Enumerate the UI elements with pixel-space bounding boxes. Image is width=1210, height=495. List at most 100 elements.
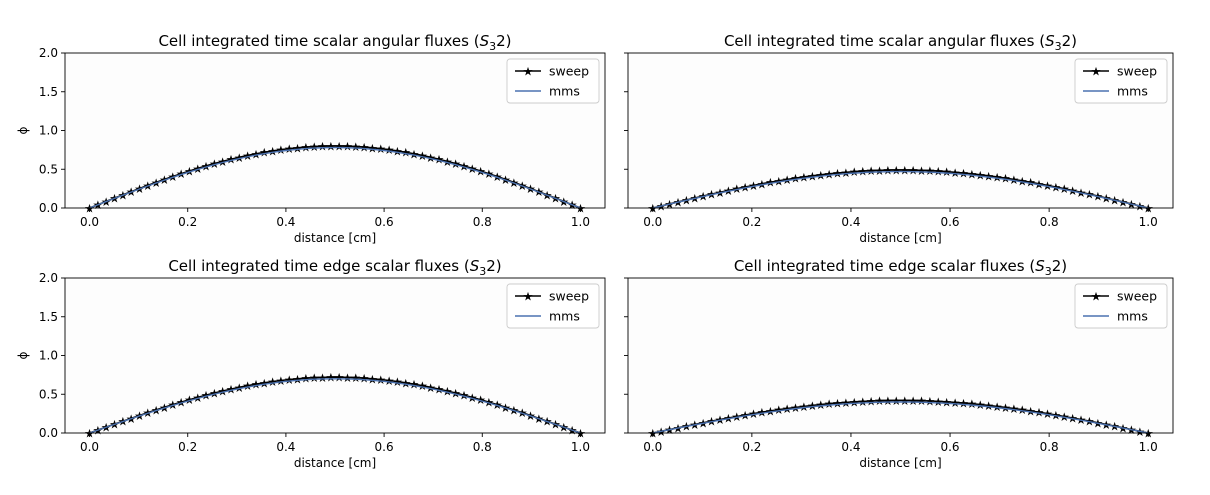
data-point-sweep: ★ — [992, 170, 1003, 184]
y-tick-label: 1.0 — [39, 124, 58, 138]
data-point-sweep: ★ — [267, 375, 278, 389]
data-point-sweep: ★ — [908, 394, 919, 408]
data-point-sweep: ★ — [966, 167, 977, 181]
data-point-sweep: ★ — [300, 372, 311, 386]
data-point-sweep: ★ — [866, 395, 877, 409]
data-point-sweep: ★ — [226, 383, 237, 397]
data-point-sweep: ★ — [958, 397, 969, 411]
data-point-sweep: ★ — [392, 144, 403, 158]
data-point-sweep: ★ — [259, 376, 270, 390]
legend-label-sweep: sweep — [1117, 64, 1157, 79]
data-point-sweep: ★ — [325, 140, 336, 154]
series-line-mms — [652, 401, 1149, 434]
x-tick-label: 0.6 — [940, 440, 959, 454]
data-point-sweep: ★ — [790, 401, 801, 415]
data-point-sweep: ★ — [849, 165, 860, 179]
legend: ★ sweep mms — [1074, 283, 1168, 329]
data-point-sweep: ★ — [309, 140, 320, 154]
chart-title-symbol: S — [1035, 257, 1045, 275]
data-point-sweep: ★ — [434, 383, 445, 397]
data-point-sweep: ★ — [958, 167, 969, 181]
data-point-sweep: ★ — [325, 371, 336, 385]
data-point-sweep: ★ — [790, 172, 801, 186]
data-point-sweep: ★ — [807, 399, 818, 413]
chart-panel-3: ★★★★★★★★★★★★★★★★★★★★★★★★★★★★★★★★★★★★★★★★… — [16, 257, 606, 470]
x-tick-label: 1.0 — [571, 215, 590, 229]
data-point-sweep: ★ — [950, 396, 961, 410]
chart-panel-2: ★★★★★★★★★★★★★★★★★★★★★★★★★★★★★★★★★★★★★★★★… — [624, 32, 1174, 245]
y-tick-label: 1.5 — [39, 85, 58, 99]
data-point-sweep: ★ — [807, 169, 818, 183]
legend-label-sweep: sweep — [1117, 289, 1157, 304]
data-point-sweep: ★ — [367, 141, 378, 155]
legend-label-mms: mms — [1117, 84, 1148, 99]
y-tick-label: 0.0 — [39, 201, 58, 215]
data-point-sweep: ★ — [866, 164, 877, 178]
chart-title-subscript: 3 — [1045, 265, 1052, 278]
data-point-sweep: ★ — [799, 170, 810, 184]
x-tick-label: 0.8 — [473, 440, 492, 454]
x-axis-label: distance [cm] — [294, 231, 376, 245]
data-point-sweep: ★ — [933, 395, 944, 409]
legend-label-mms: mms — [1117, 309, 1148, 324]
x-tick-label: 0.4 — [841, 215, 860, 229]
series-line-sweep — [89, 376, 581, 434]
x-tick-label: 0.2 — [178, 440, 197, 454]
data-point-sweep: ★ — [284, 373, 295, 387]
data-point-sweep: ★ — [899, 394, 910, 408]
data-point-sweep: ★ — [267, 144, 278, 158]
data-point-sweep: ★ — [342, 371, 353, 385]
data-point-sweep: ★ — [815, 398, 826, 412]
data-point-sweep: ★ — [966, 397, 977, 411]
chart-title: Cell integrated time edge scalar fluxes … — [168, 257, 501, 278]
x-tick-label: 0.2 — [178, 215, 197, 229]
data-point-sweep: ★ — [367, 372, 378, 386]
data-point-sweep: ★ — [234, 381, 245, 395]
data-point-sweep: ★ — [891, 394, 902, 408]
data-point-sweep: ★ — [350, 371, 361, 385]
data-point-sweep: ★ — [375, 142, 386, 156]
y-tick-label: 0.5 — [39, 387, 58, 401]
data-point-sweep: ★ — [409, 147, 420, 161]
data-point-sweep: ★ — [309, 371, 320, 385]
legend-marker-sweep: ★ — [1091, 290, 1102, 304]
data-point-sweep: ★ — [916, 164, 927, 178]
x-tick-label: 0.2 — [742, 440, 761, 454]
data-point-sweep: ★ — [317, 140, 328, 154]
data-point-sweep: ★ — [925, 395, 936, 409]
data-point-sweep: ★ — [1000, 172, 1011, 186]
data-point-sweep: ★ — [857, 395, 868, 409]
x-tick-label: 0.0 — [643, 440, 662, 454]
data-point-sweep: ★ — [276, 374, 287, 388]
legend-box — [506, 283, 600, 329]
data-point-sweep: ★ — [359, 141, 370, 155]
data-point-sweep: ★ — [824, 167, 835, 181]
data-point-sweep: ★ — [251, 378, 262, 392]
chart-panel-4: ★★★★★★★★★★★★★★★★★★★★★★★★★★★★★★★★★★★★★★★★… — [624, 257, 1174, 470]
data-point-sweep: ★ — [883, 164, 894, 178]
chart-title: Cell integrated time edge scalar fluxes … — [734, 257, 1067, 278]
data-point-sweep: ★ — [242, 149, 253, 163]
data-point-sweep: ★ — [384, 374, 395, 388]
chart-title-symbol: S — [470, 257, 480, 275]
series-line-sweep — [89, 145, 581, 209]
x-tick-label: 0.0 — [80, 440, 99, 454]
legend: ★ sweep mms — [1074, 58, 1168, 104]
data-point-sweep: ★ — [334, 371, 345, 385]
legend-label-mms: mms — [549, 309, 580, 324]
data-point-sweep: ★ — [251, 147, 262, 161]
data-point-sweep: ★ — [849, 395, 860, 409]
data-point-sweep: ★ — [891, 164, 902, 178]
chart-title-symbol: S — [480, 32, 490, 50]
data-point-sweep: ★ — [874, 164, 885, 178]
chart-title: Cell integrated time scalar angular flux… — [158, 32, 511, 53]
chart-title-end: 2) — [496, 32, 511, 50]
y-tick-label: 0.0 — [39, 426, 58, 440]
data-point-sweep: ★ — [375, 373, 386, 387]
x-axis-label: distance [cm] — [859, 456, 941, 470]
chart-title-symbol: S — [1045, 32, 1055, 50]
chart-title-text: Cell integrated time scalar angular flux… — [158, 32, 479, 50]
data-point-sweep: ★ — [841, 396, 852, 410]
chart-title-text: Cell integrated time edge scalar fluxes … — [734, 257, 1035, 275]
data-point-sweep: ★ — [874, 394, 885, 408]
